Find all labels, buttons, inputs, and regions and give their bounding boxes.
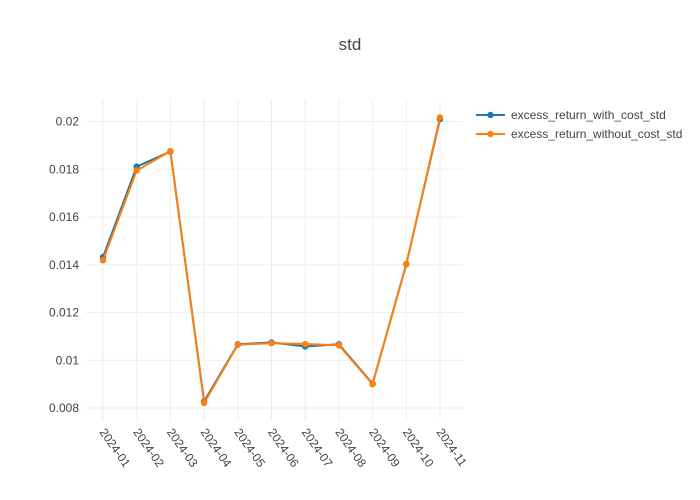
x-axis-ticks: 2024-012024-022024-032024-042024-052024-… xyxy=(97,426,470,470)
x-tick-label: 2024-04 xyxy=(198,426,235,470)
legend-marker xyxy=(487,130,494,138)
y-tick-label: 0.02 xyxy=(56,114,80,128)
y-tick-label: 0.014 xyxy=(49,258,79,272)
x-tick-label: 2024-07 xyxy=(299,426,336,470)
data-point xyxy=(403,261,410,268)
x-tick-label: 2024-05 xyxy=(231,426,268,470)
data-point xyxy=(200,399,208,407)
grid xyxy=(86,100,463,420)
data-point xyxy=(234,341,241,348)
data-point xyxy=(133,167,140,174)
y-tick-label: 0.008 xyxy=(49,401,79,415)
chart-title: std xyxy=(339,35,362,54)
legend-marker xyxy=(487,111,494,119)
x-tick-label: 2024-10 xyxy=(400,426,437,470)
legend-label: excess_return_with_cost_std xyxy=(511,108,666,122)
data-point xyxy=(302,340,309,348)
y-axis-ticks: 0.008 0.01 0.012 0.014 0.016 0.018 0.02 xyxy=(49,114,79,415)
y-tick-label: 0.018 xyxy=(49,162,79,176)
y-tick-label: 0.016 xyxy=(49,210,79,224)
x-tick-label: 2024-01 xyxy=(97,426,134,470)
data-point xyxy=(335,342,343,349)
y-tick-label: 0.01 xyxy=(56,353,80,367)
legend-label: excess_return_without_cost_std xyxy=(511,127,682,141)
series-2 xyxy=(99,114,444,407)
x-tick-label: 2024-08 xyxy=(332,426,369,470)
x-tick-label: 2024-11 xyxy=(434,426,470,470)
x-tick-label: 2024-03 xyxy=(164,426,201,470)
legend-item-2[interactable]: excess_return_without_cost_std xyxy=(476,127,682,141)
data-point xyxy=(99,257,107,264)
x-tick-label: 2024-06 xyxy=(265,426,302,470)
x-tick-label: 2024-09 xyxy=(366,426,403,470)
legend-item-1[interactable]: excess_return_with_cost_std xyxy=(476,108,666,122)
data-point xyxy=(369,380,376,388)
y-tick-label: 0.012 xyxy=(49,306,79,320)
x-tick-label: 2024-02 xyxy=(130,426,167,470)
data-point xyxy=(167,147,174,155)
data-point xyxy=(268,339,275,347)
legend[interactable]: excess_return_with_cost_std excess_return… xyxy=(476,108,682,141)
data-point xyxy=(436,114,444,121)
series xyxy=(99,114,444,407)
